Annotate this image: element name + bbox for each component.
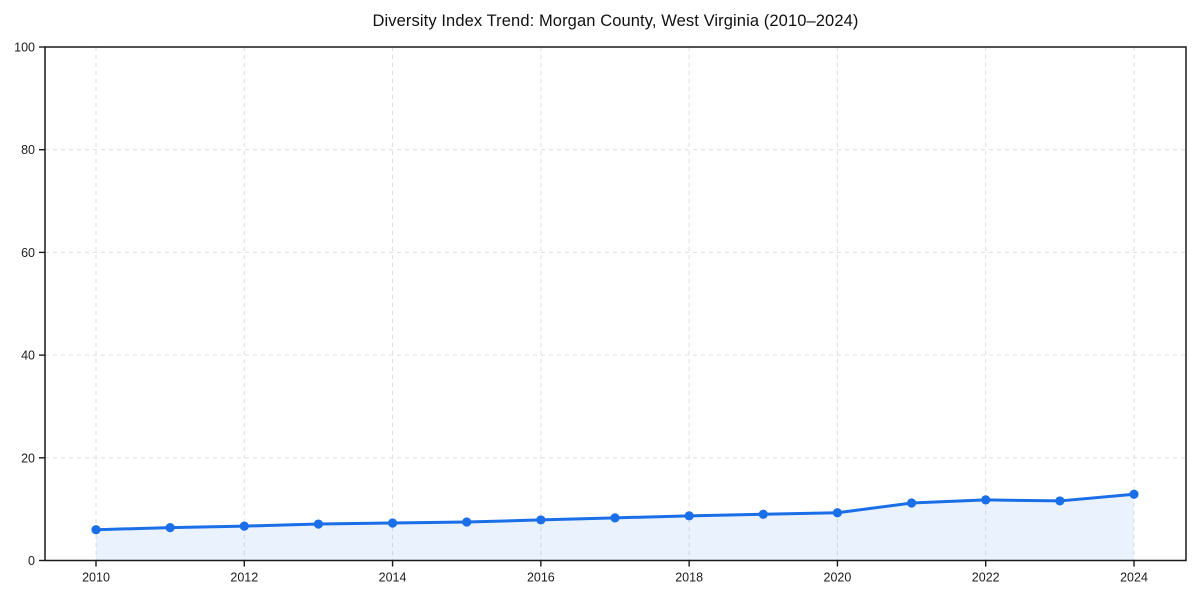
data-point: [906, 498, 917, 508]
data-point: [684, 511, 694, 521]
data-point: [610, 513, 620, 523]
data-point: [387, 518, 398, 528]
data-point: [536, 515, 546, 525]
y-tick-label: 0: [28, 554, 35, 568]
data-point: [239, 521, 249, 531]
plot-frame: [44, 46, 1187, 562]
data-point: [313, 519, 324, 529]
data-point: [981, 495, 991, 505]
y-tick-label: 60: [21, 246, 35, 260]
data-point: [462, 517, 472, 527]
y-tick-label: 100: [14, 41, 35, 55]
x-tick-label: 2020: [824, 571, 852, 585]
y-tick-label: 20: [21, 451, 35, 465]
data-point: [91, 525, 101, 535]
x-tick-label: 2016: [527, 571, 555, 585]
y-tick-label: 40: [21, 349, 35, 363]
data-point: [165, 523, 175, 533]
x-tick-label: 2010: [82, 571, 110, 585]
y-tick-label: 80: [21, 143, 35, 157]
data-point: [832, 508, 843, 518]
x-tick-label: 2024: [1120, 571, 1148, 585]
x-tick-label: 2014: [379, 571, 407, 585]
x-tick-label: 2022: [972, 571, 1000, 585]
x-tick-label: 2012: [230, 571, 258, 585]
data-point: [1129, 489, 1139, 499]
data-point: [1055, 496, 1065, 506]
area-fill: [96, 494, 1134, 561]
chart-title: Diversity Index Trend: Morgan County, We…: [372, 12, 859, 30]
x-tick-label: 2018: [675, 571, 703, 585]
data-point: [758, 509, 768, 519]
